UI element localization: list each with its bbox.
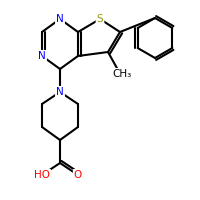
Text: S: S bbox=[97, 14, 103, 24]
Text: N: N bbox=[38, 51, 46, 61]
Text: N: N bbox=[56, 87, 64, 97]
Text: CH₃: CH₃ bbox=[112, 69, 132, 79]
Text: HO: HO bbox=[34, 170, 50, 180]
Text: N: N bbox=[56, 14, 64, 24]
Text: O: O bbox=[74, 170, 82, 180]
